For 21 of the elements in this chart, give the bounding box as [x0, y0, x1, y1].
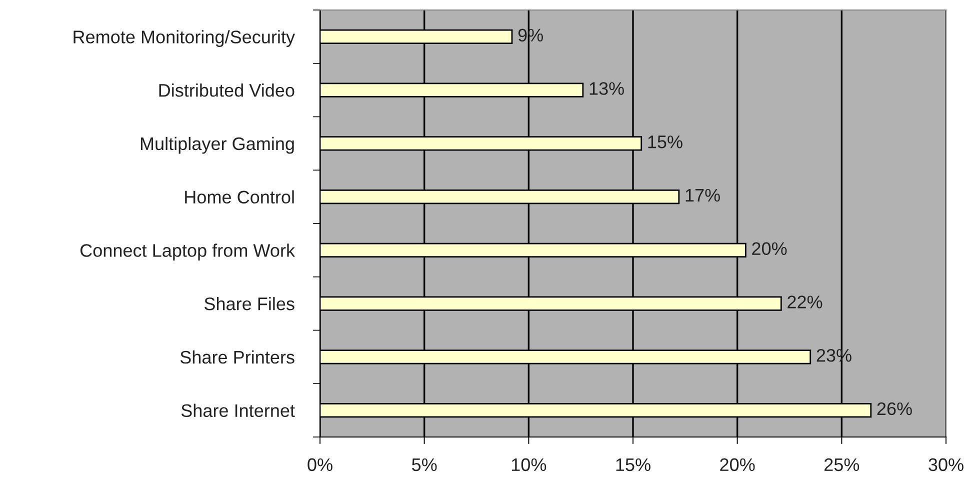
x-tick-label: 30% — [928, 458, 964, 472]
x-tick-label: 10% — [512, 458, 546, 472]
x-tick-label: 25% — [824, 458, 860, 472]
y-tick-label: Connect Laptop from Work — [80, 244, 296, 260]
x-tick-label: 20% — [720, 458, 755, 472]
y-tick-label: Remote Monitoring/Security — [74, 30, 295, 47]
y-tick-label: Distributed Video — [159, 84, 294, 97]
y-tick-label: Multiplayer Gaming — [140, 136, 294, 154]
y-tick-label: Home Control — [185, 190, 294, 204]
data-label: 26% — [877, 402, 912, 416]
y-tick-label: Share Internet — [181, 404, 295, 418]
x-tick-label: 5% — [412, 458, 437, 472]
x-tick-label: 15% — [616, 458, 650, 472]
y-tick-label: Share Printers — [180, 350, 294, 364]
data-label: 15% — [648, 136, 682, 148]
x-tick-label: 0% — [308, 458, 332, 472]
data-label: 17% — [686, 188, 720, 202]
y-tick-label: Share Files — [204, 297, 294, 310]
data-label: 20% — [752, 242, 787, 256]
data-label: 13% — [590, 82, 624, 95]
data-label: 22% — [788, 296, 822, 308]
